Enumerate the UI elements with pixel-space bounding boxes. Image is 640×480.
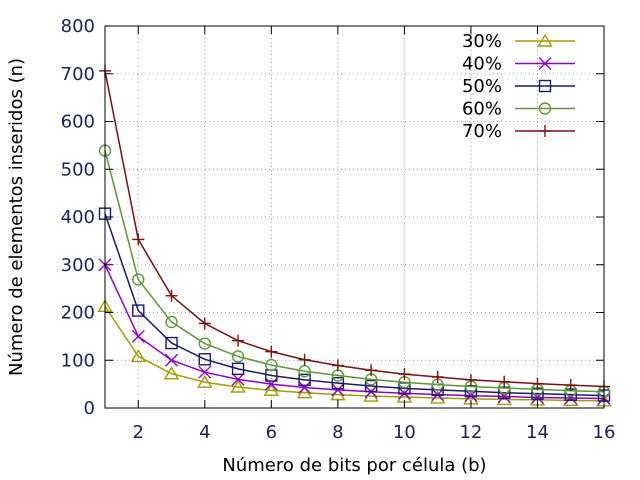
legend-label: 40% — [462, 54, 502, 75]
data-point — [331, 359, 344, 372]
legend-item: 30% — [462, 31, 575, 52]
data-point — [165, 315, 178, 329]
axis-ticks: 0 100 200 300 400 500 600 700 800 2 4 6 8 10 12 14 16 — [61, 16, 616, 443]
legend: 30%40%50%60%70% — [462, 31, 575, 142]
data-point — [231, 350, 245, 363]
data-point — [264, 377, 278, 391]
y-tick-label: 300 — [61, 255, 95, 276]
y-tick-label: 0 — [84, 398, 95, 419]
data-point — [231, 362, 245, 376]
data-point — [296, 385, 313, 399]
x-tick-label: 12 — [459, 422, 482, 443]
data-point — [531, 377, 544, 390]
data-point — [538, 102, 552, 115]
legend-item: 50% — [462, 76, 575, 97]
data-point — [231, 372, 245, 386]
data-point — [265, 358, 278, 372]
data-point — [265, 345, 278, 358]
legend-label: 50% — [462, 76, 502, 97]
legend-item: 40% — [462, 54, 575, 75]
series-line — [104, 150, 605, 393]
data-point — [198, 337, 212, 350]
data-point — [538, 79, 552, 93]
data-point — [198, 365, 212, 379]
data-point — [330, 387, 346, 401]
legend-label: 60% — [462, 99, 502, 120]
data-point — [498, 375, 511, 388]
legend-item: 70% — [462, 121, 575, 142]
data-point — [298, 380, 312, 394]
data-point — [539, 125, 551, 137]
y-tick-label: 800 — [61, 16, 95, 37]
legend-item: 60% — [462, 99, 575, 120]
data-point — [364, 379, 378, 393]
data-point — [165, 353, 179, 367]
x-tick-label: 4 — [199, 422, 210, 443]
data-point — [232, 334, 245, 347]
data-point — [165, 336, 178, 350]
x-tick-label: 2 — [133, 422, 144, 443]
data-point — [197, 374, 213, 388]
data-point — [464, 373, 477, 386]
x-tick-label: 10 — [393, 422, 416, 443]
data-point — [537, 33, 553, 47]
data-point — [331, 376, 345, 390]
x-axis-title: Número de bits por célula (b) — [222, 455, 486, 476]
x-tick-label: 6 — [266, 422, 277, 443]
data-point — [538, 57, 552, 70]
data-point — [298, 353, 311, 366]
data-point — [198, 317, 211, 330]
data-point — [398, 368, 411, 381]
data-point — [365, 364, 378, 377]
data-point — [431, 370, 444, 383]
series-line — [104, 213, 605, 397]
legend-label: 30% — [462, 31, 502, 52]
data-point — [331, 383, 345, 397]
y-axis-title: Número de elementos inseridos (n) — [6, 58, 27, 376]
data-point — [130, 349, 146, 363]
y-tick-label: 700 — [61, 64, 95, 85]
y-tick-label: 500 — [61, 159, 95, 180]
data-point — [132, 304, 145, 317]
series-line — [104, 305, 605, 402]
data-point — [198, 353, 212, 366]
x-tick-label: 16 — [593, 422, 616, 443]
y-tick-label: 600 — [61, 112, 95, 133]
data-point — [230, 379, 246, 393]
data-point — [131, 329, 145, 343]
y-tick-label: 100 — [61, 350, 95, 371]
x-tick-label: 14 — [526, 422, 549, 443]
data-point — [165, 289, 178, 302]
legend-label: 70% — [462, 121, 502, 142]
data-point — [564, 379, 577, 392]
x-tick-label: 8 — [332, 422, 343, 443]
y-tick-label: 200 — [61, 303, 95, 324]
data-point — [132, 273, 145, 286]
data-point — [132, 233, 145, 246]
series-line — [104, 264, 605, 400]
series-layer — [97, 64, 612, 407]
series-line — [104, 70, 605, 388]
data-point — [163, 366, 180, 380]
data-point — [263, 382, 280, 397]
y-tick-label: 400 — [61, 207, 95, 228]
data-point — [298, 373, 311, 387]
